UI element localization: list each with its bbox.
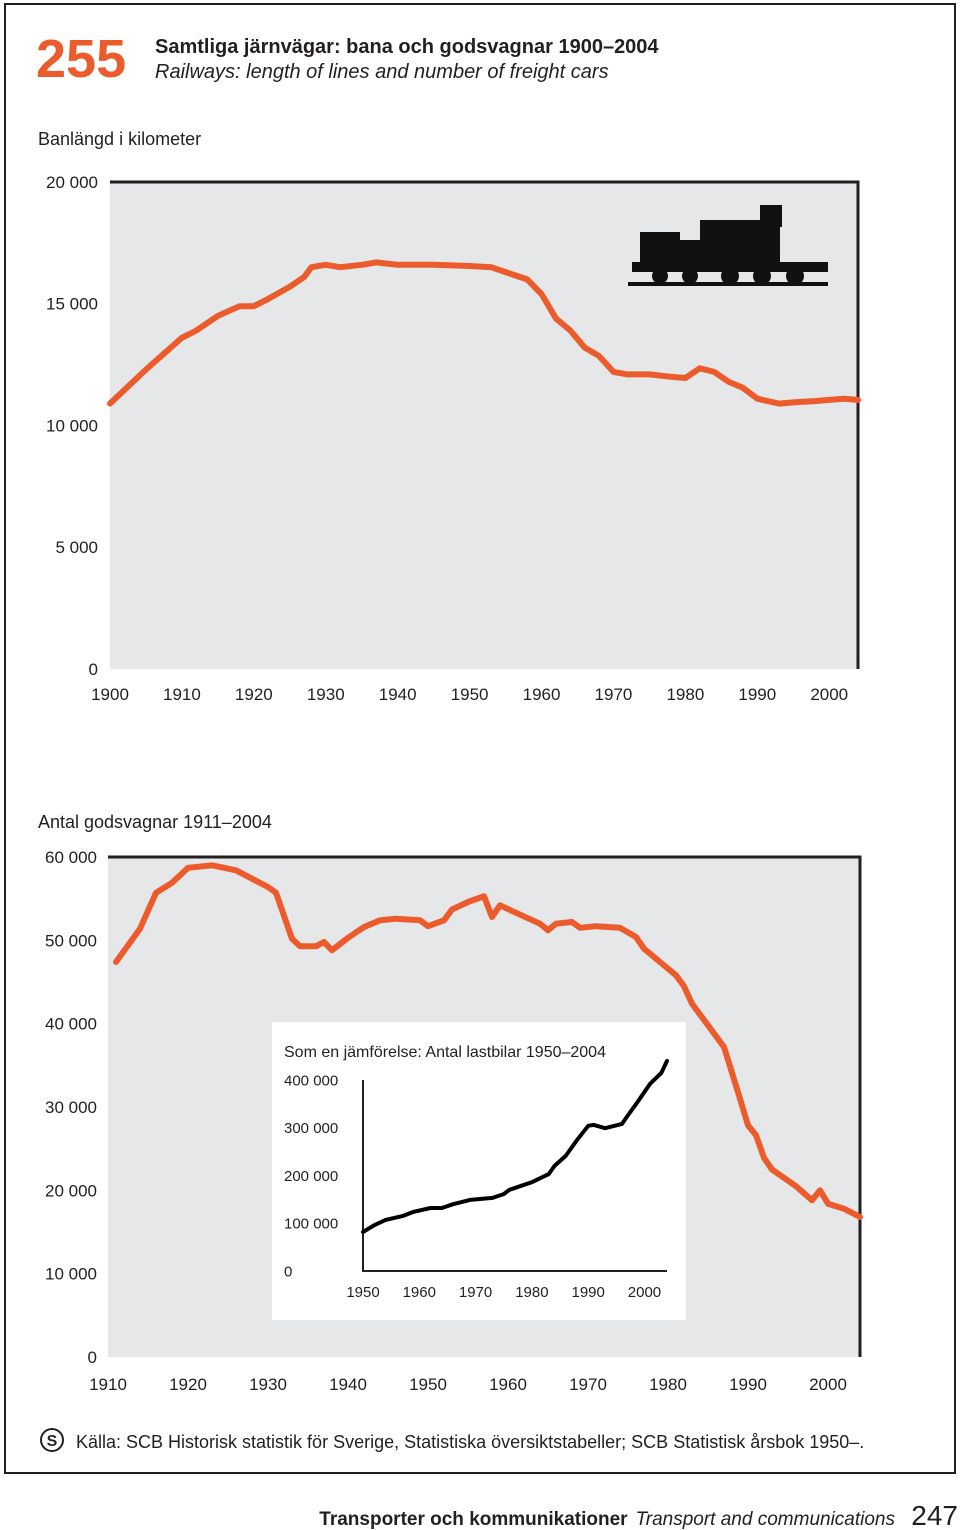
x-tick-label: 1920 (169, 1375, 207, 1394)
x-tick-label: 1940 (329, 1375, 367, 1394)
data-line (107, 259, 861, 407)
source-icon: S (40, 1428, 64, 1452)
x-tick-label: 2000 (628, 1284, 661, 1301)
y-tick-label: 0 (284, 1263, 292, 1280)
x-tick-label: 1950 (346, 1284, 379, 1301)
page-number: 255 (36, 29, 126, 89)
footer: Transporter och kommunikationer Transport… (319, 1509, 895, 1530)
x-tick-label: 1950 (409, 1375, 447, 1394)
chart-title: Som en jämförelse: Antal lastbilar 1950–… (284, 1044, 606, 1061)
x-tick-label: 1940 (379, 685, 417, 704)
x-tick-label: 1900 (91, 685, 129, 704)
x-tick-label: 1970 (459, 1284, 492, 1301)
axis-lines (362, 1080, 667, 1272)
y-tick-label: 15 000 (46, 295, 98, 314)
y-tick-label: 30 000 (45, 1098, 97, 1117)
y-tick-label: 20 000 (46, 173, 98, 192)
x-tick-label: 1970 (569, 1375, 607, 1394)
title-en: Railways: length of lines and number of … (155, 61, 609, 83)
y-tick-label: 0 (89, 660, 98, 679)
chart-title: Banlängd i kilometer (38, 129, 201, 149)
x-tick-label: 1960 (403, 1284, 436, 1301)
x-tick-label: 1950 (451, 685, 489, 704)
y-tick-label: 300 000 (284, 1120, 338, 1137)
x-tick-label: 1920 (235, 685, 273, 704)
data-line (113, 862, 863, 1220)
x-tick-label: 2000 (810, 685, 848, 704)
chart-length: Banlängd i kilometer 0 5 000 10 000 15 000 20… (38, 129, 861, 704)
chart-trucks: Som en jämförelse: Antal lastbilar 1950–… (284, 1044, 669, 1301)
x-tick-label: 1960 (489, 1375, 527, 1394)
x-tick-label: 1990 (729, 1375, 767, 1394)
y-tick-label: 10 000 (45, 1265, 97, 1284)
title-sv: Samtliga järnvägar: bana och godsvagnar … (155, 36, 659, 58)
y-tick-label: 0 (88, 1348, 97, 1367)
x-tick-label: 1910 (163, 685, 201, 704)
data-line (361, 1058, 669, 1234)
y-tick-label: 40 000 (45, 1015, 97, 1034)
x-tick-label: 1970 (595, 685, 633, 704)
y-tick-label: 5 000 (55, 538, 98, 557)
footer-sv: Transporter och kommunikationer (319, 1509, 628, 1530)
y-tick-label: 20 000 (45, 1181, 97, 1200)
x-tick-label: 1980 (515, 1284, 548, 1301)
x-tick-label: 1930 (307, 685, 345, 704)
source: Källa: SCB Historisk statistik för Sveri… (76, 1432, 864, 1452)
y-tick-label: 100 000 (284, 1216, 338, 1233)
y-tick-label: 400 000 (284, 1072, 338, 1089)
train-illustration (628, 205, 828, 286)
footer-en: Transport and communications (636, 1509, 896, 1530)
y-tick-label: 200 000 (284, 1168, 338, 1185)
x-tick-label: 1990 (571, 1284, 604, 1301)
x-tick-label: 2000 (809, 1375, 847, 1394)
svg-text:S: S (47, 1433, 58, 1450)
chart-title: Antal godsvagnar 1911–2004 (38, 812, 272, 832)
y-tick-label: 50 000 (45, 931, 97, 950)
plot-frame (108, 855, 862, 1357)
x-tick-label: 1930 (249, 1375, 287, 1394)
y-tick-label: 10 000 (46, 416, 98, 435)
x-tick-label: 1960 (523, 685, 561, 704)
x-tick-label: 1990 (738, 685, 776, 704)
y-tick-label: 60 000 (45, 848, 97, 867)
x-tick-label: 1980 (666, 685, 704, 704)
footer-page: 247 (911, 1500, 958, 1530)
plot-frame (110, 180, 860, 669)
x-tick-label: 1910 (89, 1375, 127, 1394)
x-tick-label: 1980 (649, 1375, 687, 1394)
